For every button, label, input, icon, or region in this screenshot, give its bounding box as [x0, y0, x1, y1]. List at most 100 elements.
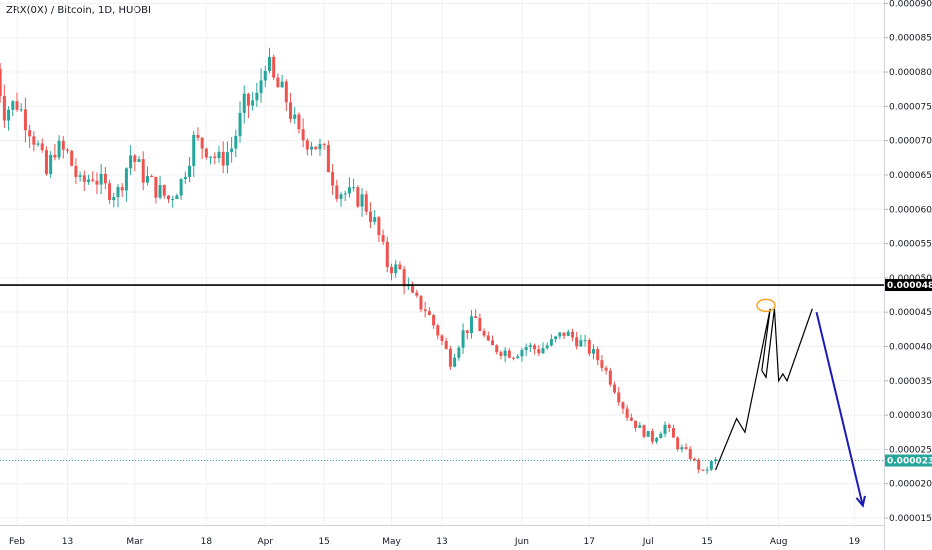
- candle-body: [141, 159, 145, 183]
- candle-body: [562, 332, 566, 336]
- candle-body: [78, 175, 82, 177]
- candle-body: [310, 146, 314, 150]
- candle-body: [554, 336, 558, 340]
- candle-body: [15, 101, 19, 110]
- candle-body: [0, 68, 2, 97]
- candle-body: [2, 96, 6, 121]
- candle-body: [621, 402, 625, 409]
- candle-body: [284, 81, 288, 103]
- candle-body: [432, 315, 436, 326]
- candle-body: [150, 175, 154, 177]
- candle-body: [625, 408, 629, 418]
- candle-body: [368, 211, 372, 222]
- x-tick-label: 15: [701, 537, 712, 547]
- candle-body: [671, 428, 675, 438]
- candle-body: [360, 194, 364, 207]
- candle-body: [289, 102, 293, 119]
- candle-body: [137, 159, 141, 162]
- candle-body: [444, 340, 448, 349]
- candle-body: [158, 185, 162, 198]
- x-tick-label: 17: [584, 537, 595, 547]
- candle-body: [154, 176, 158, 198]
- candle-body: [221, 151, 225, 166]
- candle-body: [440, 335, 444, 341]
- x-tick-label: 13: [62, 537, 73, 547]
- y-tick-label: 0.00003500: [889, 377, 932, 387]
- down-arrow-shaft: [815, 311, 864, 506]
- candle-body: [499, 352, 503, 356]
- candle-body: [217, 151, 221, 159]
- y-tick-label: 0.00001500: [889, 514, 932, 524]
- candle-body: [162, 185, 166, 196]
- candle-body: [533, 345, 537, 350]
- candle-body: [339, 194, 343, 199]
- candle-body: [166, 195, 170, 200]
- candle-body: [326, 145, 330, 173]
- candle-body: [116, 187, 120, 198]
- candle-body: [541, 348, 545, 354]
- candle-body: [171, 199, 175, 201]
- candle-body: [259, 80, 263, 93]
- price-badge: [885, 279, 932, 292]
- y-tick-label: 0.00002000: [889, 480, 932, 490]
- candle-body: [478, 317, 482, 331]
- y-tick-label: 0.00006000: [889, 205, 932, 215]
- highlight-ellipse: [756, 298, 776, 313]
- candle-body: [688, 448, 692, 459]
- candle-body: [570, 331, 574, 338]
- candle-body: [251, 100, 255, 106]
- candle-body: [61, 140, 65, 150]
- y-tick-label: 0.00007500: [889, 102, 932, 112]
- candle-body: [587, 340, 591, 354]
- candle-body: [453, 357, 457, 367]
- projection-zigzag: [714, 308, 813, 471]
- candle-body: [579, 340, 583, 347]
- y-tick-label: 0.00003000: [889, 411, 932, 421]
- candle-body: [423, 309, 427, 312]
- candle-body: [638, 425, 642, 428]
- x-tick-label: Jul: [642, 537, 654, 547]
- price-badge: [885, 454, 932, 467]
- candle-body: [204, 148, 208, 158]
- candle-body: [491, 340, 495, 346]
- candle-body: [549, 339, 553, 346]
- candle-body: [188, 165, 192, 177]
- candle-body: [524, 347, 528, 350]
- candles: [0, 47, 718, 474]
- candle-body: [575, 337, 579, 347]
- y-tick-label: 0.00004500: [889, 308, 932, 318]
- candle-body: [398, 264, 402, 270]
- candle-body: [242, 93, 246, 113]
- candle-body: [381, 235, 385, 242]
- candle-body: [709, 461, 713, 470]
- x-tick-label: Feb: [9, 537, 25, 547]
- y-tick-label: 0.00004000: [889, 342, 932, 352]
- candle-body: [175, 195, 179, 200]
- candle-body: [263, 70, 267, 81]
- candle-body: [495, 345, 499, 353]
- candle-body: [352, 187, 356, 189]
- candle-body: [617, 392, 621, 403]
- candle-body: [297, 114, 301, 130]
- candle-body: [512, 357, 516, 359]
- x-tick-label: Jun: [514, 537, 529, 547]
- candle-body: [692, 458, 696, 460]
- candle-body: [385, 241, 389, 268]
- candle-body: [200, 137, 204, 149]
- candle-body: [347, 187, 351, 194]
- candle-body: [209, 156, 213, 158]
- candle-body: [701, 469, 705, 471]
- candle-body: [276, 77, 280, 88]
- candle-body: [419, 295, 423, 310]
- x-tick-label: 15: [318, 537, 329, 547]
- candle-body: [99, 173, 103, 185]
- candle-body: [36, 143, 40, 145]
- candle-body: [629, 417, 633, 421]
- candle-body: [714, 459, 718, 462]
- candle-body: [11, 101, 15, 110]
- chart-title: ZRX(0X) / Bitcoin, 1D, HUOBI: [6, 5, 151, 16]
- candle-body: [120, 187, 124, 191]
- candle-body: [28, 130, 32, 137]
- candle-body: [486, 335, 490, 341]
